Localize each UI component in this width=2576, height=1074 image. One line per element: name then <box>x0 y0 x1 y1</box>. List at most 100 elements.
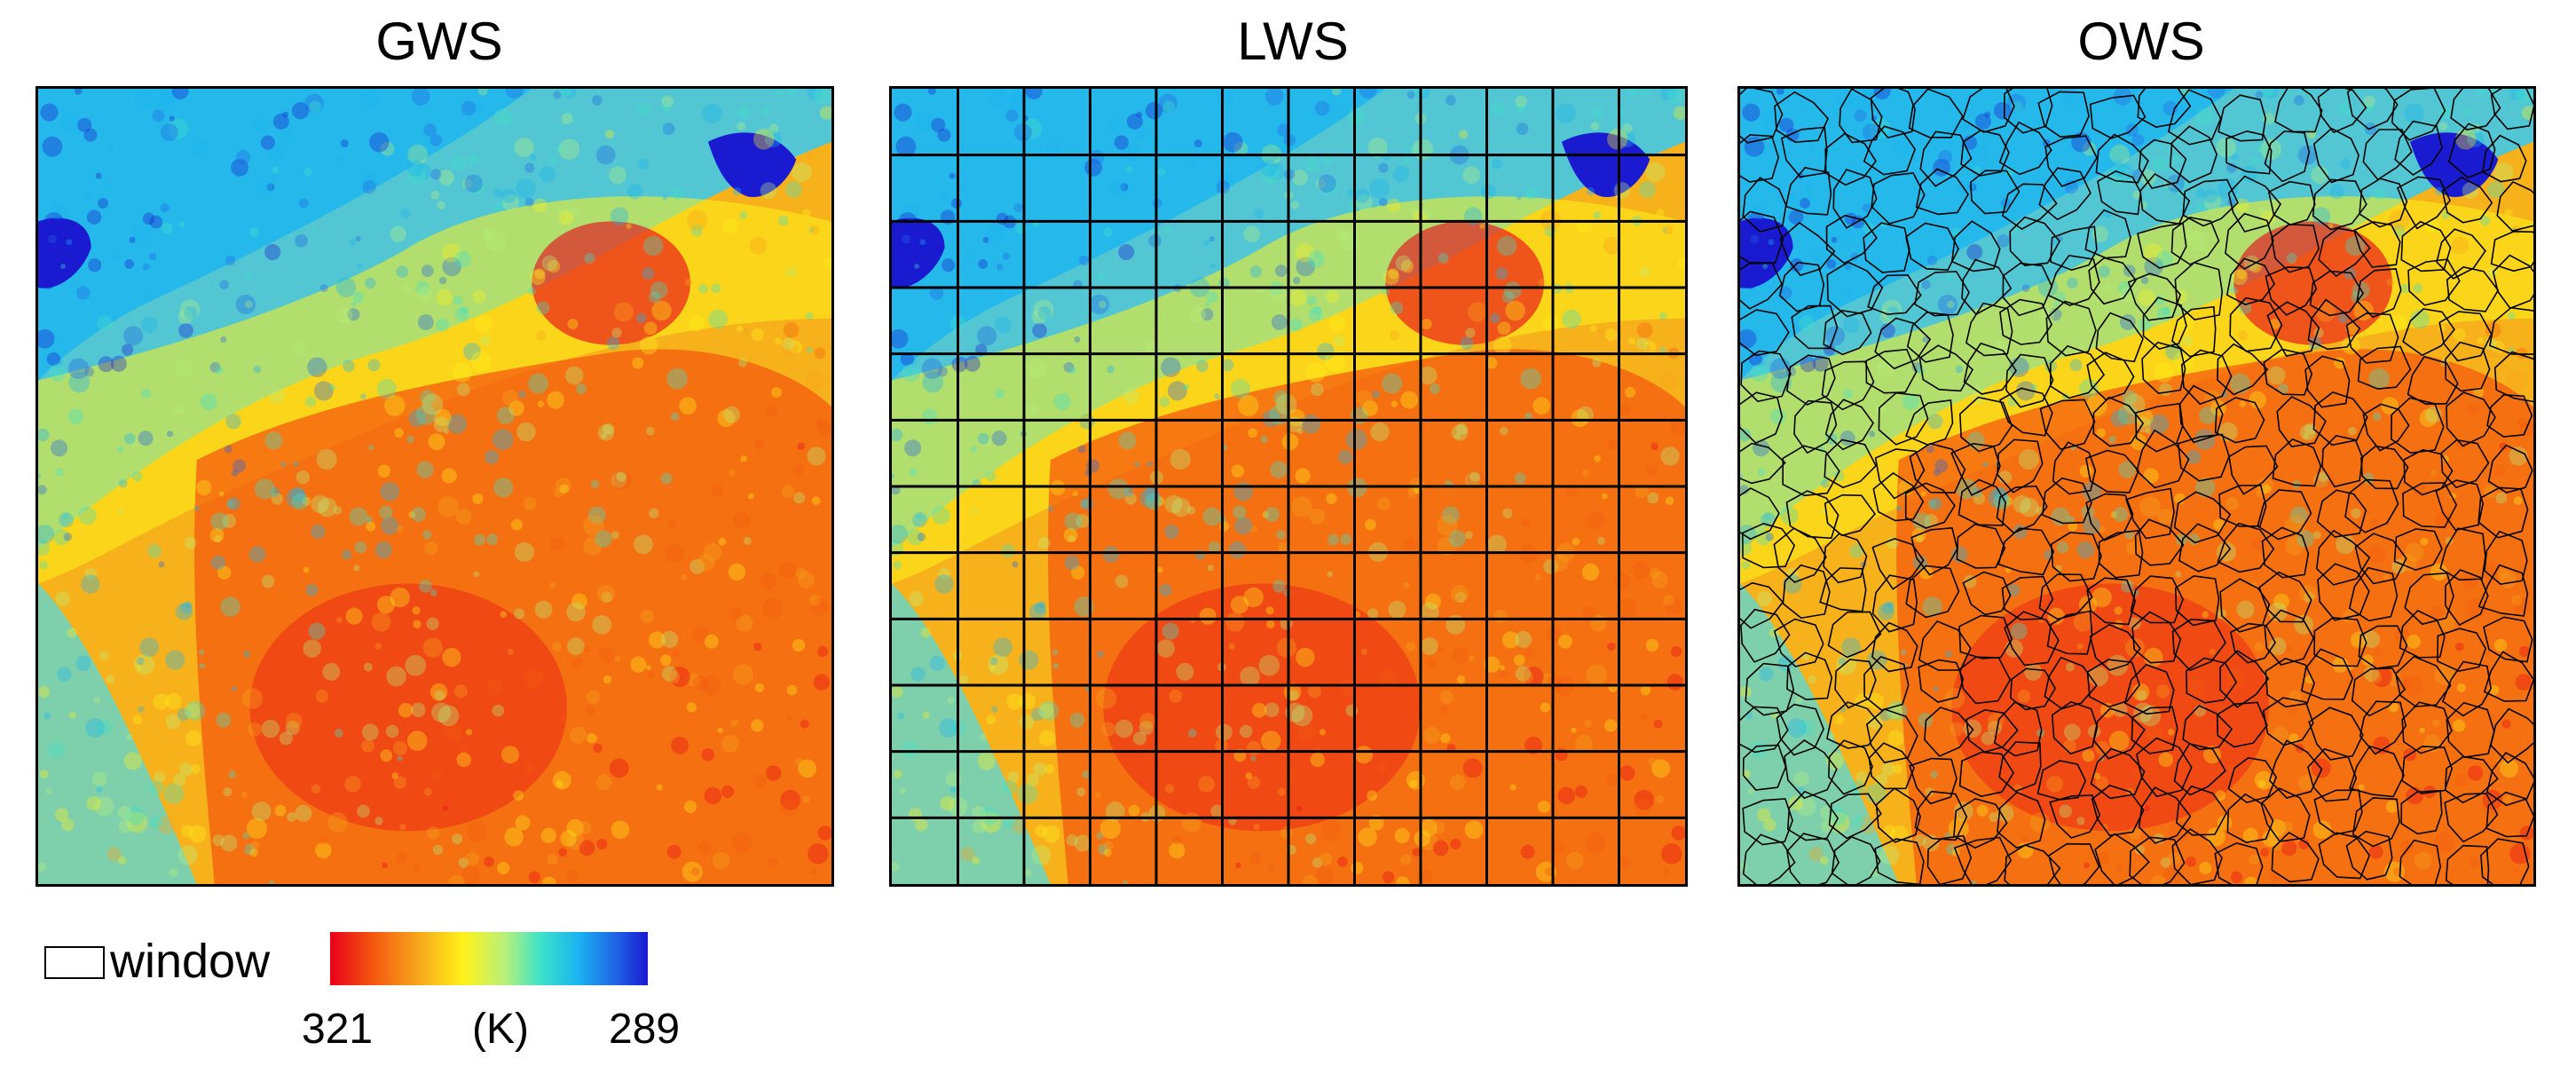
ows-object-window <box>2125 487 2175 540</box>
ows-object-window <box>1999 298 2053 345</box>
ows-object-window <box>2362 129 2413 181</box>
ows-object-window <box>2346 89 2399 130</box>
ows-object-window <box>2446 266 2500 312</box>
ows-object-window <box>1956 523 2006 569</box>
ows-object-window <box>1740 391 1784 445</box>
ows-object-window <box>1996 485 2048 534</box>
ows-object-window <box>1823 310 1872 356</box>
ows-object-window <box>2358 625 2408 669</box>
ows-object-window <box>2271 831 2320 883</box>
ows-object-window <box>1915 168 1970 216</box>
ows-object-window <box>2407 355 2459 406</box>
ows-object-window <box>2050 532 2102 582</box>
ows-object-window <box>2394 120 2444 177</box>
ows-object-window <box>2261 526 2310 579</box>
ows-object-window <box>2214 841 2264 884</box>
ows-object-window <box>1958 478 2007 526</box>
window-legend-swatch <box>44 946 105 979</box>
ows-object-window <box>1740 581 1784 629</box>
ows-object-window <box>2390 397 2445 454</box>
ows-object-window <box>1872 471 1925 522</box>
ows-object-window <box>2039 399 2096 450</box>
ows-object-window <box>1950 220 2001 272</box>
ows-object-window <box>2487 444 2533 494</box>
ows-object-window <box>2086 659 2140 708</box>
ows-object-window <box>1740 309 1790 357</box>
ows-object-window <box>2267 180 2316 226</box>
ows-object-window <box>2478 564 2529 617</box>
gws-map-image <box>38 89 831 884</box>
ows-object-window <box>2134 518 2185 566</box>
ows-object-window <box>1918 344 1974 392</box>
ows-object-window <box>2123 663 2175 715</box>
ows-object-window <box>1965 302 2013 357</box>
ows-object-window <box>1826 701 1883 749</box>
ows-object-window <box>1742 833 1796 884</box>
ows-object-window <box>1965 708 2019 754</box>
ows-object-window <box>1953 797 2008 849</box>
ows-object-window <box>1904 482 1956 529</box>
ows-object-window <box>1868 742 1915 790</box>
ows-object-window <box>1908 89 1964 138</box>
ows-object-window <box>2318 227 2371 278</box>
ows-object-window <box>2438 311 2493 362</box>
ows-object-window <box>2404 572 2454 626</box>
ows-object-window <box>1998 741 2042 793</box>
ows-object-window <box>2178 523 2232 573</box>
ows-object-window <box>2141 341 2186 395</box>
ows-object-window <box>1740 487 1780 541</box>
ows-object-window <box>2131 706 2178 754</box>
ows-object-window <box>2446 701 2495 758</box>
ows-object-window <box>2313 617 2367 667</box>
ows-object-window <box>2492 254 2533 310</box>
panel-title-gws: GWS <box>375 12 503 71</box>
ows-object-window <box>2318 832 2371 880</box>
ows-object-window <box>1865 348 1918 394</box>
ows-object-window <box>2440 438 2490 489</box>
ows-object-window <box>2444 755 2499 804</box>
ows-object-window <box>2173 491 2232 544</box>
ows-object-window <box>1958 656 2012 705</box>
ows-object-window <box>2391 89 2446 141</box>
ows-object-window <box>1785 490 1839 540</box>
ows-object-window <box>2276 396 2327 447</box>
ows-object-window <box>2005 353 2054 408</box>
ows-object-window <box>1782 564 1831 620</box>
ows-object-window <box>1821 360 1875 411</box>
ows-object-window <box>2176 785 2228 836</box>
ows-object-window <box>2402 308 2455 357</box>
ows-object-window <box>2360 445 2409 490</box>
ows-object-window <box>2090 747 2146 800</box>
ows-object-window <box>2400 220 2452 272</box>
ows-object-window <box>2407 258 2461 306</box>
ows-object-window <box>1924 707 1974 757</box>
ows-object-window <box>2137 89 2192 128</box>
ows-object-window <box>1740 608 1791 663</box>
ows-object-window <box>1826 261 1884 318</box>
ows-object-window <box>2136 429 2190 489</box>
ows-object-window <box>2444 793 2499 843</box>
ows-object-window <box>1871 574 1918 633</box>
ows-object-window <box>2258 571 2312 623</box>
ows-object-window <box>2044 135 2099 187</box>
ows-object-window <box>2482 134 2527 183</box>
ows-object-window <box>2316 529 2371 586</box>
ows-object-window <box>2307 298 2361 351</box>
ows-object-window <box>1914 271 1970 317</box>
ows-object-window <box>1961 258 2013 316</box>
ows-object-window <box>2486 394 2533 438</box>
ows-object-window <box>2041 477 2092 525</box>
ows-object-window <box>2136 737 2193 798</box>
ows-object-window <box>1914 790 1968 841</box>
ows-object-window <box>1793 399 1838 454</box>
ows-object-window <box>2490 707 2533 764</box>
ows-object-window <box>1776 703 1824 756</box>
ows-object-window <box>1740 706 1789 754</box>
ows-object-window <box>2089 623 2141 671</box>
ows-object-window <box>1905 399 1954 446</box>
ows-object-window <box>2216 701 2268 748</box>
ows-object-window <box>2265 266 2318 316</box>
ows-object-window <box>2086 351 2135 401</box>
ows-object-window <box>2312 391 2368 446</box>
ows-object-window <box>2316 489 2367 538</box>
